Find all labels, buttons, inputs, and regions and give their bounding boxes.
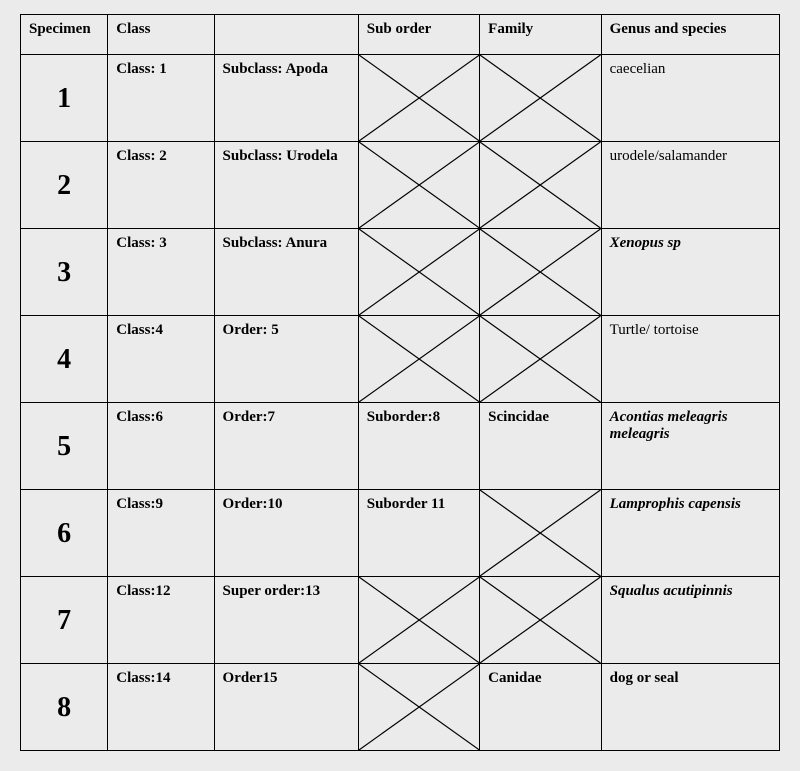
specimen-number: 3 (29, 235, 99, 289)
subclass-cell: Order15 (214, 664, 358, 751)
class-cell: Class: 3 (108, 229, 214, 316)
specimen-number: 2 (29, 148, 99, 202)
specimen-cell: 3 (21, 229, 108, 316)
suborder-cell (358, 229, 479, 316)
class-cell: Class:6 (108, 403, 214, 490)
subclass-cell: Order:10 (214, 490, 358, 577)
header-subclass (214, 15, 358, 55)
class-cell: Class:14 (108, 664, 214, 751)
genus-cell: Lamprophis capensis (601, 490, 779, 577)
subclass-cell: Subclass: Urodela (214, 142, 358, 229)
specimen-cell: 4 (21, 316, 108, 403)
genus-cell: Turtle/ tortoise (601, 316, 779, 403)
genus-cell: Acontias meleagris meleagris (601, 403, 779, 490)
subclass-cell: Order: 5 (214, 316, 358, 403)
subclass-cell: Subclass: Anura (214, 229, 358, 316)
class-cell: Class:9 (108, 490, 214, 577)
table-container: Specimen Class Sub order Family Genus an… (0, 0, 800, 765)
header-suborder: Sub order (358, 15, 479, 55)
class-cell: Class: 2 (108, 142, 214, 229)
specimen-number: 4 (29, 322, 99, 376)
family-cell (480, 55, 601, 142)
suborder-cell: Suborder 11 (358, 490, 479, 577)
specimen-cell: 2 (21, 142, 108, 229)
suborder-cell (358, 55, 479, 142)
genus-cell: dog or seal (601, 664, 779, 751)
family-cell: Canidae (480, 664, 601, 751)
table-row: 4Class:4Order: 5 Turtle/ tortoise (21, 316, 780, 403)
specimen-number: 6 (29, 496, 99, 550)
class-cell: Class:4 (108, 316, 214, 403)
specimen-cell: 8 (21, 664, 108, 751)
genus-cell: urodele/salamander (601, 142, 779, 229)
suborder-cell (358, 664, 479, 751)
table-row: 3Class: 3Subclass: Anura Xenopus sp (21, 229, 780, 316)
family-cell: Scincidae (480, 403, 601, 490)
family-cell (480, 142, 601, 229)
specimen-number: 7 (29, 583, 99, 637)
suborder-cell (358, 577, 479, 664)
specimen-cell: 5 (21, 403, 108, 490)
table-row: 2Class: 2Subclass: Urodela urodele/salama… (21, 142, 780, 229)
suborder-cell (358, 316, 479, 403)
suborder-cell: Suborder:8 (358, 403, 479, 490)
table-row: 1Class: 1Subclass: Apoda caecelian (21, 55, 780, 142)
specimen-cell: 1 (21, 55, 108, 142)
table-row: 8Class:14Order15 Canidaedog or seal (21, 664, 780, 751)
genus-cell: Squalus acutipinnis (601, 577, 779, 664)
subclass-cell: Super order:13 (214, 577, 358, 664)
specimen-cell: 6 (21, 490, 108, 577)
header-family: Family (480, 15, 601, 55)
genus-cell: caecelian (601, 55, 779, 142)
family-cell (480, 490, 601, 577)
family-cell (480, 229, 601, 316)
class-cell: Class: 1 (108, 55, 214, 142)
header-genus: Genus and species (601, 15, 779, 55)
family-cell (480, 316, 601, 403)
specimen-number: 5 (29, 409, 99, 463)
header-class: Class (108, 15, 214, 55)
suborder-cell (358, 142, 479, 229)
specimen-number: 8 (29, 670, 99, 724)
specimen-table: Specimen Class Sub order Family Genus an… (20, 14, 780, 751)
header-specimen: Specimen (21, 15, 108, 55)
table-row: 5Class:6Order:7Suborder:8ScincidaeAconti… (21, 403, 780, 490)
genus-cell: Xenopus sp (601, 229, 779, 316)
table-row: 7Class:12Super order:13 Squalus acutipinn… (21, 577, 780, 664)
header-row: Specimen Class Sub order Family Genus an… (21, 15, 780, 55)
subclass-cell: Subclass: Apoda (214, 55, 358, 142)
subclass-cell: Order:7 (214, 403, 358, 490)
specimen-number: 1 (29, 61, 99, 115)
specimen-cell: 7 (21, 577, 108, 664)
class-cell: Class:12 (108, 577, 214, 664)
family-cell (480, 577, 601, 664)
table-row: 6Class:9Order:10Suborder 11 Lamprophis ca… (21, 490, 780, 577)
